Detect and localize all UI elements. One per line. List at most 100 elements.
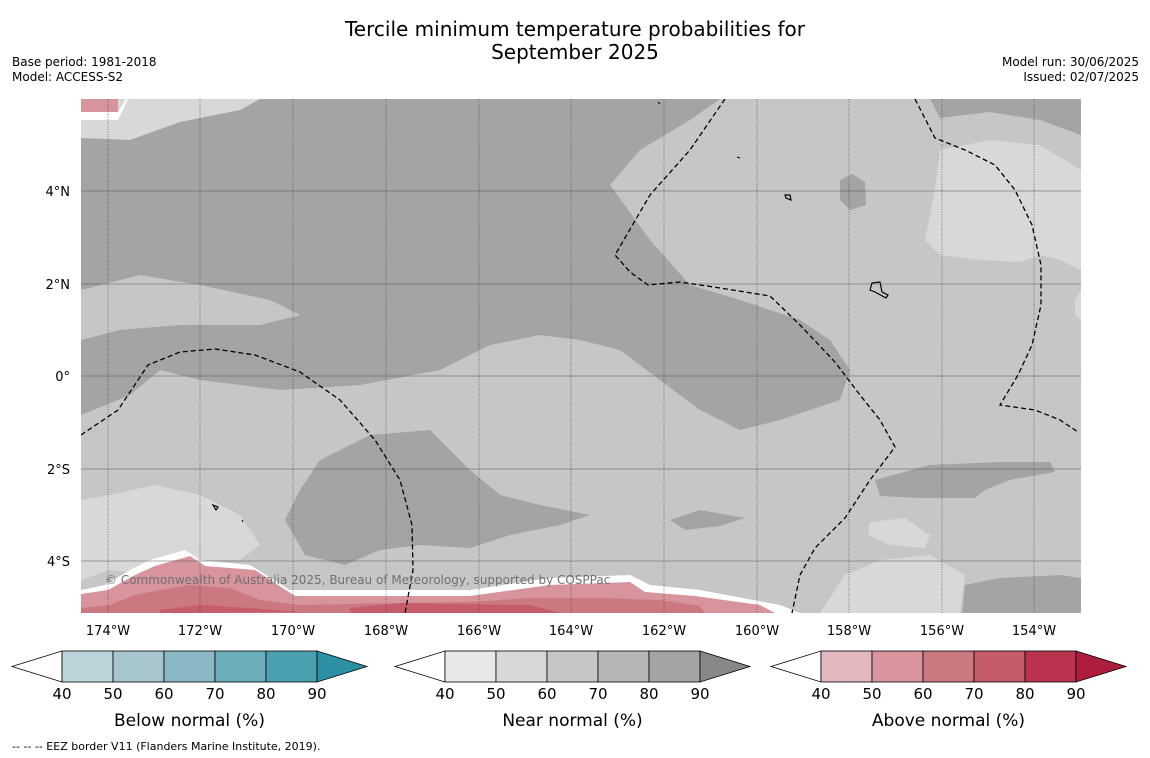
colorbar-tick: 60: [537, 685, 556, 703]
colorbar-2: 40 50 60 70 80 90 Near normal (%): [393, 650, 752, 731]
lat-label: 4°N: [46, 185, 71, 200]
island-outline-6: [736, 156, 741, 159]
colorbar-tick: 80: [639, 685, 658, 703]
colorbar-tick: 50: [103, 685, 122, 703]
above-normal-60-region: [81, 585, 705, 613]
colorbar-tick: 70: [205, 685, 224, 703]
island-outline-2: [869, 281, 889, 299]
near-normal-70-region-south: [285, 430, 590, 565]
colorbar-segment: [648, 650, 701, 683]
island-outline-3: [211, 503, 219, 512]
latitude-labels: 4°N 2°N 0° 2°S 4°S: [46, 185, 71, 570]
white-strip-northwest: [81, 99, 128, 120]
colorbar-segment: [444, 650, 497, 683]
lon-label: 164°W: [549, 624, 593, 639]
island-outline-1: [784, 194, 792, 201]
above-normal-70-region-2: [350, 603, 560, 613]
colorbars: 40 50 60 70 80 90 Below normal (%) 40 50 60 70 80 90…: [10, 650, 1128, 731]
colorbar-segment: [61, 650, 114, 683]
colorbar-tick: 70: [964, 685, 983, 703]
colorbar-title: Below normal (%): [114, 711, 265, 731]
colorbar-extend-high: [699, 650, 752, 683]
lon-label: 162°W: [642, 624, 686, 639]
colorbar-extend-low: [393, 650, 446, 683]
colorbar-segment: [820, 650, 873, 683]
colorbar-extend-high: [1075, 650, 1128, 683]
base-period: Base period: 1981-2018: [12, 55, 157, 69]
colorbar-segment: [495, 650, 548, 683]
copyright-text: © Commonwealth of Australia 2025, Bureau…: [105, 573, 610, 587]
near-normal-50-region-patch: [868, 518, 930, 548]
colorbar-extend-high: [316, 650, 369, 683]
colorbar-tick: 60: [154, 685, 173, 703]
lon-label: 170°W: [271, 624, 315, 639]
colorbar-segment: [546, 650, 599, 683]
title-line-2: September 2025: [491, 40, 659, 64]
near-normal-70-region-island: [840, 174, 866, 210]
map-figure: © Commonwealth of Australia 2025, Bureau…: [10, 99, 1128, 731]
eez-border-kiribati-line-west: [614, 99, 896, 613]
near-normal-70-region-patch: [670, 510, 745, 530]
colorbar-tick: 90: [1066, 685, 1085, 703]
title-line-1: Tercile minimum temperature probabilitie…: [344, 17, 806, 41]
colorbar-tick: 80: [1015, 685, 1034, 703]
lon-label: 160°W: [735, 624, 779, 639]
meta-right: Model run: 30/06/2025 Issued: 02/07/2025: [1002, 55, 1139, 85]
colorbar-tick: 50: [862, 685, 881, 703]
colorbar-segment: [1024, 650, 1077, 683]
longitude-labels: 174°W 172°W 170°W 168°W 166°W 164°W 162°W 160°W…: [86, 624, 1056, 639]
lon-label: 158°W: [827, 624, 871, 639]
colorbar-tick: 70: [588, 685, 607, 703]
eez-border-kiribati-phoenix: [81, 348, 414, 613]
issued-date: Issued: 02/07/2025: [1023, 70, 1139, 84]
colorbar-segment: [973, 650, 1026, 683]
lon-label: 154°W: [1012, 624, 1056, 639]
lon-label: 172°W: [178, 624, 222, 639]
colorbar-tick: 40: [435, 685, 454, 703]
colorbar-segment: [214, 650, 267, 683]
lon-label: 156°W: [920, 624, 964, 639]
colorbar-tick: 40: [811, 685, 830, 703]
eez-footnote: -- -- -- EEZ border V11 (Flanders Marine…: [12, 740, 321, 753]
colorbar-title: Near normal (%): [502, 711, 642, 731]
near-normal-50-region-edge: [1075, 290, 1081, 320]
colorbar-3: 40 50 60 70 80 90 Above normal (%): [769, 650, 1128, 731]
map-title: Tercile minimum temperature probabilitie…: [0, 18, 1150, 64]
above-normal-50-region-northwest: [81, 99, 118, 112]
colorbar-tick: 60: [913, 685, 932, 703]
map-area: © Commonwealth of Australia 2025, Bureau…: [81, 99, 1081, 613]
colorbar-tick: 40: [52, 685, 71, 703]
colorbar-title: Above normal (%): [872, 711, 1025, 731]
colorbar-segment: [597, 650, 650, 683]
meta-left: Base period: 1981-2018 Model: ACCESS-S2: [12, 55, 157, 85]
near-normal-70-region-northeast: [930, 99, 1081, 135]
lat-label: 0°: [55, 370, 70, 385]
lon-label: 168°W: [364, 624, 408, 639]
colorbar-extend-low: [10, 650, 63, 683]
colorbar-segment: [922, 650, 975, 683]
near-normal-50-region-northwest: [81, 99, 260, 140]
colorbar-segment: [112, 650, 165, 683]
colorbar-segment: [871, 650, 924, 683]
eez-borders: [81, 99, 1079, 613]
near-normal-50-region-east: [925, 140, 1081, 270]
lat-label: 4°S: [47, 555, 70, 570]
island-outline-5: [657, 101, 661, 105]
lat-label: 2°S: [47, 463, 70, 478]
lon-label: 166°W: [457, 624, 501, 639]
colorbar-extend-low: [769, 650, 822, 683]
colorbar-tick: 90: [690, 685, 709, 703]
model-name: Model: ACCESS-S2: [12, 70, 124, 84]
near-normal-70-region-southeast: [962, 575, 1081, 613]
graticule: [81, 99, 1081, 613]
near-normal-70-region-central: [81, 99, 850, 430]
island-outline-4: [241, 519, 244, 523]
eez-border-kiribati-line-east: [914, 99, 1079, 433]
near-normal-50-region-south-central: [820, 555, 965, 613]
colorbar-tick: 50: [486, 685, 505, 703]
above-normal-70-region: [160, 605, 300, 613]
model-run: Model run: 30/06/2025: [1001, 55, 1139, 69]
colorbar-tick: 90: [307, 685, 326, 703]
lon-label: 174°W: [86, 624, 130, 639]
colorbar-1: 40 50 60 70 80 90 Below normal (%): [10, 650, 369, 731]
